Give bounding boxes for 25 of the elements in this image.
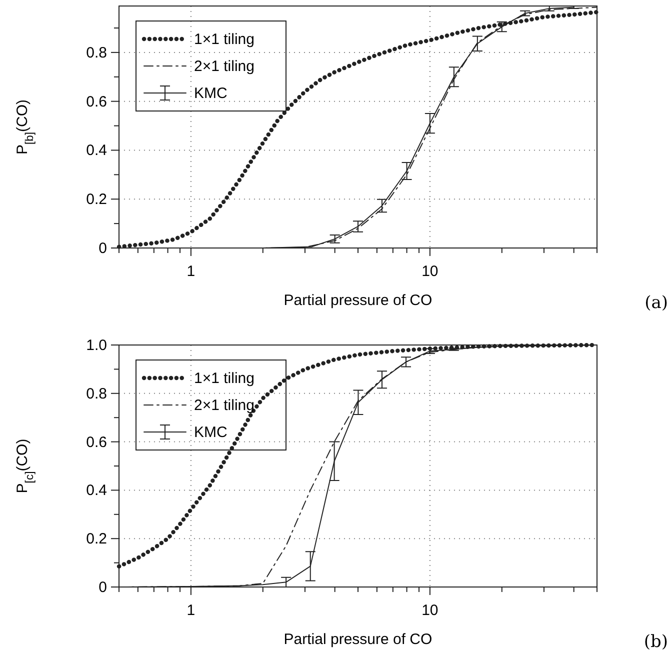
y-tick-label: 0.6 [86, 93, 107, 110]
y-tick-label: 0.8 [86, 385, 107, 402]
text: (b) [644, 632, 668, 652]
y-tick-label: 0 [98, 240, 107, 257]
x-tick-label: 1 [186, 263, 196, 280]
x-axis-title: Partial pressure of CO [284, 292, 432, 309]
y-tick-label: 0.2 [86, 530, 107, 548]
y-tick-label: 0.2 [86, 191, 107, 208]
y-tick-label: 0.8 [86, 44, 107, 62]
x-tick-label: 10 [422, 602, 438, 619]
legend-label: KMC [194, 85, 228, 102]
y-tick-label: 0.4 [86, 142, 107, 160]
legend-label: 1×1 tiling [194, 370, 254, 387]
legend-label: 2×1 tiling [194, 58, 254, 75]
y-tick-label: 0.4 [86, 482, 107, 500]
x-tick-label: 10 [422, 263, 438, 280]
x-tick-label: 1 [186, 602, 196, 619]
y-tick-label: 0 [98, 579, 107, 596]
text: (a) [644, 293, 668, 313]
legend-label: 1×1 tiling [194, 31, 254, 48]
y-tick-label: 1.0 [86, 337, 107, 354]
y-tick-label: 0.6 [86, 434, 107, 451]
legend-label: KMC [194, 424, 228, 441]
legend-label: 2×1 tiling [194, 397, 254, 414]
x-axis-title: Partial pressure of CO [284, 631, 432, 648]
